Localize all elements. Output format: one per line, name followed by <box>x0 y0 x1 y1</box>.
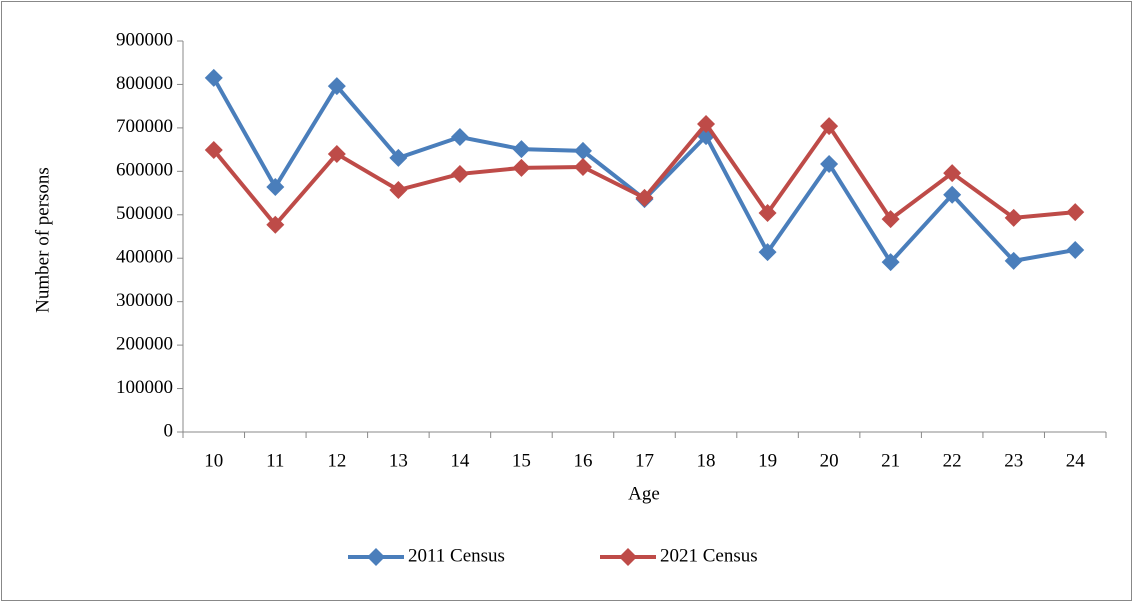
data-point <box>266 215 285 234</box>
data-point <box>820 117 839 136</box>
x-tick-label: 18 <box>697 450 716 471</box>
x-tick-label: 15 <box>512 450 531 471</box>
data-point <box>943 185 962 204</box>
data-point <box>573 141 592 160</box>
data-point <box>327 77 346 96</box>
data-point <box>758 243 777 262</box>
y-tick-label: 200000 <box>116 333 173 354</box>
data-point <box>758 204 777 223</box>
legend-label: 2021 Census <box>660 545 758 566</box>
data-point <box>1066 203 1085 222</box>
y-tick-label: 300000 <box>116 290 173 311</box>
data-point <box>512 140 531 159</box>
x-tick-label: 17 <box>635 450 654 471</box>
y-tick-label: 500000 <box>116 203 173 224</box>
y-tick-label: 400000 <box>116 247 173 268</box>
data-point <box>327 144 346 163</box>
x-tick-label: 23 <box>1004 450 1023 471</box>
x-axis-title: Age <box>628 483 660 504</box>
data-point <box>512 158 531 177</box>
x-tick-label: 10 <box>204 450 223 471</box>
data-point <box>389 148 408 167</box>
data-point <box>697 127 716 146</box>
x-tick-label: 20 <box>820 450 839 471</box>
x-tick-label: 22 <box>943 450 962 471</box>
x-tick-label: 19 <box>758 450 777 471</box>
data-point <box>943 164 962 183</box>
x-tick-label: 13 <box>389 450 408 471</box>
x-tick-label: 16 <box>573 450 592 471</box>
data-point <box>389 181 408 200</box>
legend-marker <box>619 548 637 566</box>
legend-label: 2011 Census <box>408 545 505 566</box>
data-point <box>881 253 900 272</box>
data-point <box>204 68 223 87</box>
data-point <box>1004 208 1023 227</box>
y-tick-label: 600000 <box>116 160 173 181</box>
data-point <box>450 128 469 147</box>
x-tick-label: 12 <box>327 450 346 471</box>
data-point <box>573 157 592 176</box>
y-tick-label: 900000 <box>116 29 173 50</box>
data-point <box>450 164 469 183</box>
x-tick-label: 14 <box>450 450 470 471</box>
y-tick-label: 800000 <box>116 73 173 94</box>
y-tick-label: 700000 <box>116 116 173 137</box>
data-point <box>697 114 716 133</box>
data-point <box>1066 240 1085 259</box>
x-tick-label: 11 <box>266 450 284 471</box>
y-tick-label: 0 <box>164 420 174 441</box>
data-point <box>1004 251 1023 270</box>
data-point <box>820 154 839 173</box>
data-point <box>881 210 900 229</box>
x-tick-label: 21 <box>881 450 900 471</box>
x-tick-label: 24 <box>1066 450 1086 471</box>
y-tick-label: 100000 <box>116 377 173 398</box>
y-axis-title: Number of persons <box>32 167 53 313</box>
legend-marker <box>367 548 385 566</box>
data-point <box>204 141 223 160</box>
data-point <box>266 177 285 196</box>
data-point <box>635 188 654 207</box>
